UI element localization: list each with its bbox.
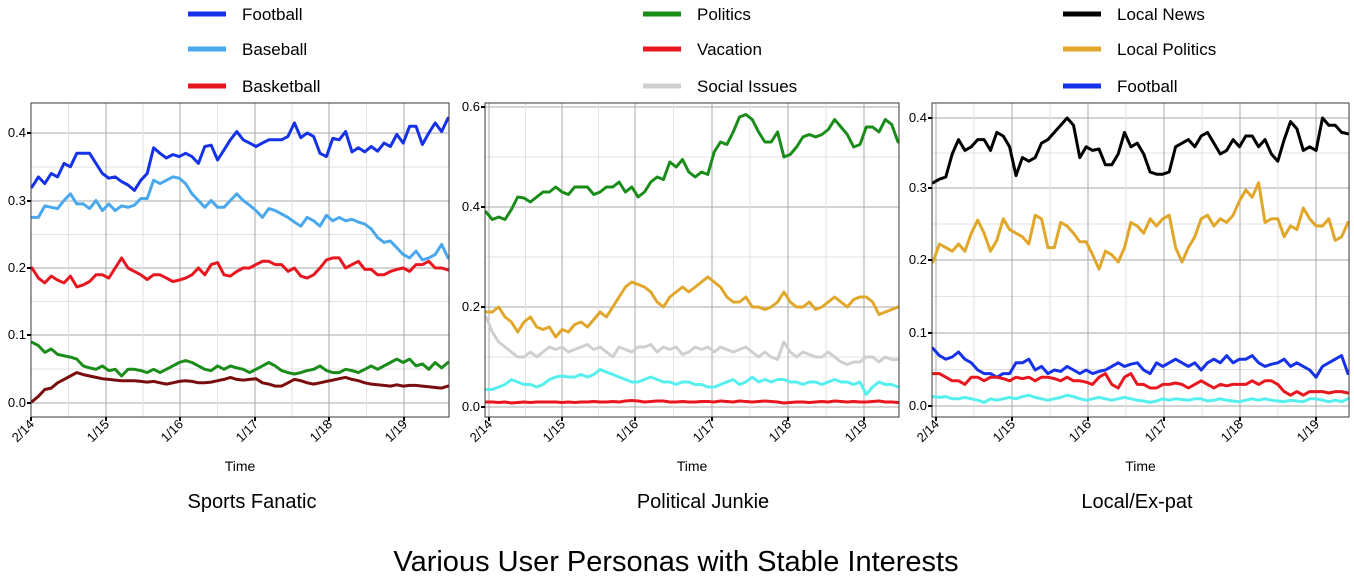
- panel-title: Local/Ex-pat: [1081, 491, 1193, 513]
- legend-label-vacation: Vacation: [697, 40, 762, 59]
- series-line-vacation: [30, 371, 450, 404]
- x-tick-label: 2/14: [914, 417, 943, 446]
- series-lines: [30, 116, 450, 404]
- legend-label-baseball: Baseball: [242, 40, 307, 59]
- x-tick-label: 1/19: [382, 417, 411, 446]
- y-tick-label: 0.0: [909, 398, 927, 413]
- x-tick-label: 1/15: [84, 417, 113, 446]
- y-tick-label: 0.6: [462, 99, 480, 114]
- x-tick-label: 1/15: [540, 417, 569, 446]
- legend-label-football: Football: [242, 5, 302, 24]
- legend: Football Baseball Basketball: [188, 5, 320, 96]
- legend-label-basketball: Basketball: [242, 77, 320, 96]
- panel-local-ex-pat: 0.0 0.1 0.2 0.3 0.4 2/14 1/15 1/16 1/17 1/18 1/19 T…: [909, 5, 1350, 513]
- series-line-entertainment: [931, 393, 1350, 404]
- series-line-local-politics: [484, 275, 900, 339]
- gridlines: [485, 103, 899, 417]
- x-tick-label: 1/17: [1142, 417, 1171, 446]
- x-tick-label: 1/18: [1218, 417, 1247, 446]
- series-line-vacation: [484, 399, 900, 405]
- series-line-basketball: [931, 372, 1350, 397]
- x-tick-label: 1/19: [842, 417, 871, 446]
- plot-frame: [30, 102, 450, 418]
- series-line-social-issues: [484, 315, 900, 366]
- plot-area: [485, 103, 899, 417]
- legend-label-politics: Politics: [697, 5, 751, 24]
- series-line-baseball: [30, 175, 450, 262]
- legend-label-local-politics: Local Politics: [1117, 40, 1216, 59]
- x-axis-title: Time: [677, 458, 708, 474]
- series-line-local-politics: [931, 181, 1350, 271]
- x-tick-label: 1/16: [158, 417, 187, 446]
- y-tick-label: 0.2: [909, 252, 927, 267]
- panel-title: Political Junkie: [637, 491, 769, 513]
- y-tick-label: 0.0: [462, 399, 480, 414]
- y-tick-label: 0.2: [8, 260, 26, 275]
- plot-area: [31, 103, 449, 417]
- x-tick-label: 1/16: [1066, 417, 1095, 446]
- series-lines: [484, 113, 900, 405]
- series-line-politics: [484, 113, 900, 221]
- legend: Politics Vacation Social Issues: [643, 5, 797, 96]
- y-tick-label: 0.2: [462, 299, 480, 314]
- y-tick-label: 0.3: [909, 180, 927, 195]
- x-axis-title: Time: [225, 458, 256, 474]
- y-tick-label: 0.3: [8, 193, 26, 208]
- legend: Local News Local Politics Football: [1063, 5, 1216, 96]
- x-tick-label: 2/14: [467, 417, 496, 446]
- plot-frame: [484, 102, 900, 418]
- y-tick-label: 0.1: [8, 327, 26, 342]
- y-tick-label: 0.1: [909, 325, 927, 340]
- legend-label-football: Football: [1117, 77, 1177, 96]
- series-lines: [931, 116, 1350, 404]
- panel-political-junkie: 0.0 0.2 0.4 0.6 2/14 1/15 1/16 1/17 1/18 1/19 Time…: [462, 5, 900, 513]
- x-tick-label: 1/19: [1294, 417, 1323, 446]
- series-line-basketball: [30, 256, 450, 289]
- x-tick-label: 1/17: [690, 417, 719, 446]
- series-line-politics: [30, 340, 450, 378]
- series-line-football: [30, 116, 450, 192]
- series-line-football: [931, 346, 1350, 379]
- series-line-local-news: [931, 116, 1350, 185]
- y-tick-label: 0.4: [462, 199, 480, 214]
- y-tick-label: 0.4: [8, 125, 26, 140]
- legend-label-local-news: Local News: [1117, 5, 1205, 24]
- y-tick-label: 0.4: [909, 110, 927, 125]
- x-tick-label: 1/16: [613, 417, 642, 446]
- x-tick-label: 1/18: [766, 417, 795, 446]
- series-line-entertainment: [484, 368, 900, 396]
- x-tick-label: 1/18: [307, 417, 336, 446]
- figure-title: Various User Personas with Stable Intere…: [393, 546, 958, 578]
- panel-title: Sports Fanatic: [188, 491, 317, 513]
- panel-sports-fanatic: 0.0 0.1 0.2 0.3 0.4 2/14 1/15 1/16 1/17 1/18 1/19 T…: [8, 5, 450, 513]
- x-axis-title: Time: [1125, 458, 1156, 474]
- y-tick-label: 0.0: [8, 395, 26, 410]
- legend-label-social-issues: Social Issues: [697, 77, 797, 96]
- x-tick-label: 2/14: [9, 417, 38, 446]
- x-tick-label: 1/17: [233, 417, 262, 446]
- x-tick-label: 1/15: [990, 417, 1019, 446]
